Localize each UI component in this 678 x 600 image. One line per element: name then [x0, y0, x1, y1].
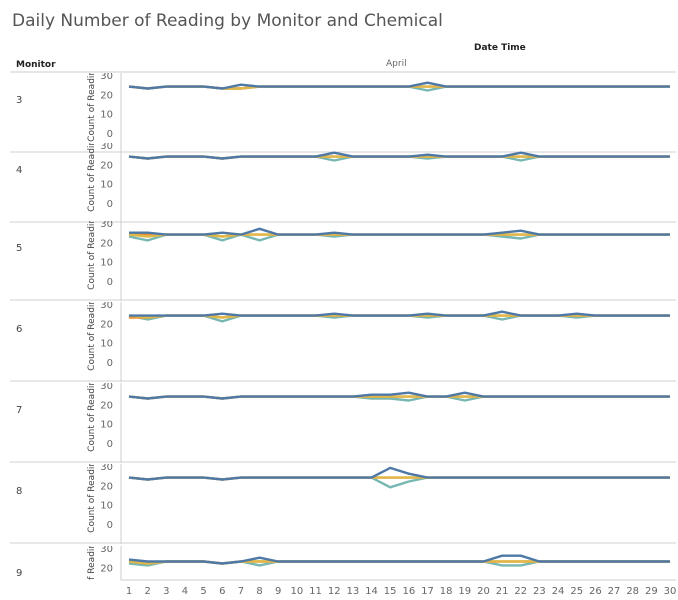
- y-tick-label: 0: [107, 439, 113, 450]
- x-tick-label: 22: [514, 586, 527, 597]
- x-tick-label: 13: [346, 586, 359, 597]
- series-line-4: [128, 81, 670, 90]
- x-tick-label: 7: [238, 586, 244, 597]
- x-tick-label: 9: [275, 586, 281, 597]
- x-tick-label: 21: [496, 586, 509, 597]
- y-tick-label: 30: [100, 462, 113, 473]
- y-tick-label: 30: [100, 300, 113, 311]
- y-axis-title: Count of Reading: [87, 134, 97, 212]
- y-tick-label: 20: [100, 90, 113, 101]
- series-line-4: [129, 310, 670, 317]
- x-tick-label: 11: [309, 586, 322, 597]
- x-tick-label: 10: [291, 586, 304, 597]
- y-tick-label: 10: [100, 339, 113, 350]
- series-line-4: [129, 227, 670, 236]
- y-tick-label: 10: [100, 258, 113, 269]
- y-tick-label: 30: [100, 544, 113, 555]
- y-axis-title: Count of Reading: [87, 293, 97, 371]
- x-tick-label: 29: [645, 586, 658, 597]
- monitor-label: 6: [16, 324, 22, 335]
- y-axis-title: Count of Reading: [87, 374, 97, 452]
- x-tick-label: 23: [533, 586, 546, 597]
- monitor-label: 3: [16, 95, 22, 106]
- row-header-monitor: Monitor: [16, 60, 56, 70]
- month-header: April: [386, 59, 407, 69]
- y-tick-label: 30: [100, 219, 113, 230]
- monitor-label: 7: [16, 405, 22, 416]
- chart-title: Daily Number of Reading by Monitor and C…: [12, 11, 443, 31]
- x-tick-label: 26: [589, 586, 602, 597]
- x-tick-label: 14: [365, 586, 378, 597]
- x-axis: 1 2 3 4 5 6 7 8 9 10 11 12 13 14 15 16 17 18 19 20 21 22 23 24 2…: [121, 579, 677, 597]
- y-axis-title: Count of Reading: [87, 455, 97, 533]
- x-tick-label: 2: [144, 586, 150, 597]
- x-tick-label: 4: [182, 586, 188, 597]
- x-tick-label: 24: [552, 586, 565, 597]
- y-tick-label: 20: [100, 319, 113, 330]
- x-tick-label: 15: [384, 586, 397, 597]
- y-tick-label: 10: [100, 583, 113, 594]
- x-tick-label: 30: [664, 586, 677, 597]
- x-tick-label: 18: [440, 586, 453, 597]
- y-tick-label: 0: [107, 199, 113, 210]
- x-tick-label: 25: [570, 586, 583, 597]
- series-line-4: [128, 554, 670, 565]
- y-tick-label: 30: [100, 141, 113, 152]
- x-tick-label: 19: [458, 586, 471, 597]
- x-tick-label: 5: [200, 586, 206, 597]
- y-tick-label: 30: [100, 381, 113, 392]
- y-tick-label: 20: [100, 160, 113, 171]
- y-tick-label: 20: [100, 238, 113, 249]
- x-tick-label: 27: [608, 586, 621, 597]
- y-tick-label: 0: [107, 277, 113, 288]
- y-tick-label: 30: [100, 71, 113, 82]
- y-tick-label: 10: [100, 420, 113, 431]
- y-tick-label: 0: [107, 520, 113, 531]
- series-line-4: [128, 466, 670, 481]
- y-axis-title: Count of Reading: [87, 64, 97, 142]
- x-tick-label: 20: [477, 586, 490, 597]
- x-tick-label: 12: [328, 586, 341, 597]
- y-tick-label: 20: [100, 400, 113, 411]
- monitor-label: 8: [16, 486, 22, 497]
- y-axis-title: Count of Reading: [87, 537, 97, 600]
- y-tick-label: 20: [100, 481, 113, 492]
- monitor-label: 9: [16, 568, 22, 579]
- monitor-label: 4: [16, 165, 22, 176]
- column-header-date-time: Date Time: [474, 43, 526, 53]
- x-tick-label: 3: [163, 586, 169, 597]
- x-tick-label: 6: [219, 586, 225, 597]
- y-tick-label: 0: [107, 129, 113, 140]
- y-axis-title: Count of Reading: [87, 212, 97, 290]
- y-tick-label: 10: [100, 501, 113, 512]
- series-line-4: [128, 391, 670, 400]
- y-tick-label: 10: [100, 110, 113, 121]
- x-tick-label: 8: [256, 586, 262, 597]
- y-tick-label: 10: [100, 180, 113, 191]
- x-tick-label: 17: [421, 586, 434, 597]
- series-line-4: [128, 151, 670, 160]
- y-tick-label: 20: [100, 563, 113, 574]
- monitor-label: 5: [16, 243, 22, 254]
- y-tick-label: 0: [107, 358, 113, 369]
- x-tick-label: 16: [402, 586, 415, 597]
- x-tick-label: 1: [126, 586, 132, 597]
- x-tick-label: 28: [626, 586, 639, 597]
